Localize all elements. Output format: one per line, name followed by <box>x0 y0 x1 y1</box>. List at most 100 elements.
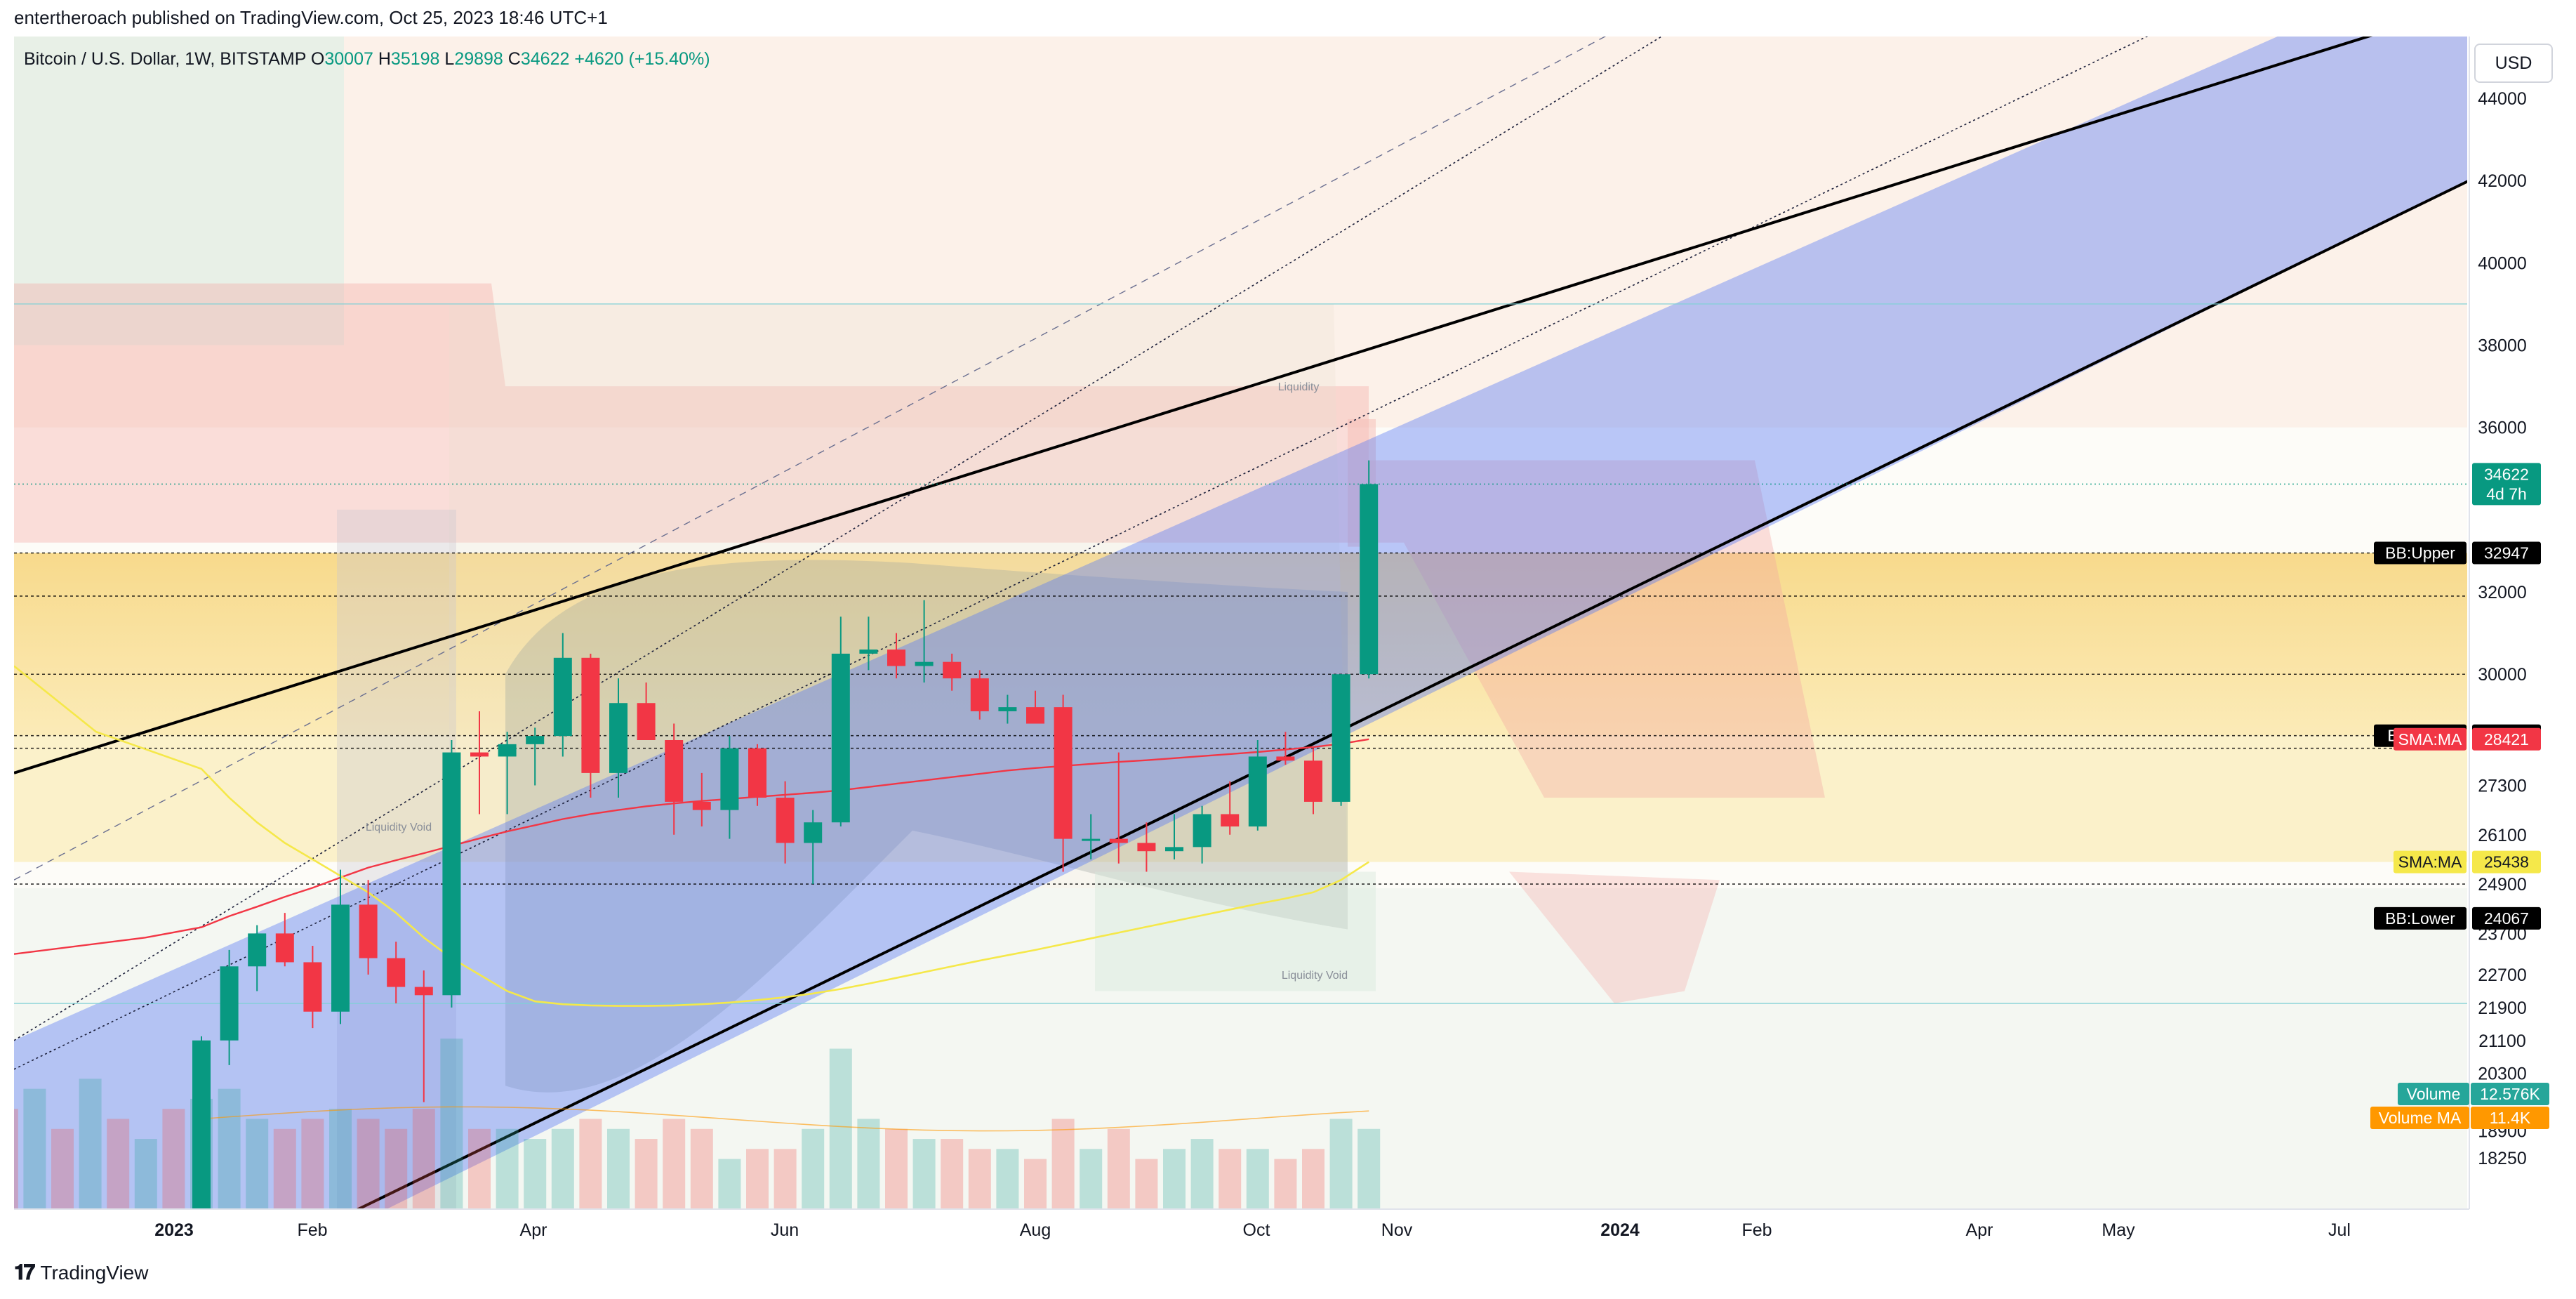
candle-body <box>414 987 433 996</box>
candle-body <box>387 958 406 987</box>
candle-body <box>303 962 322 1012</box>
volume-tag-name-bg <box>2370 1107 2469 1129</box>
volume-bar <box>1080 1149 1103 1209</box>
price-tag-name: BB:Upper <box>2385 544 2455 562</box>
volume-bar <box>1051 1119 1075 1209</box>
volume-bar <box>1024 1159 1047 1209</box>
volume-bar <box>1219 1149 1242 1209</box>
volume-bars <box>14 1038 1381 1209</box>
annotations: Liquidity Void Liquidity Void Liquidity <box>366 381 1348 982</box>
candles <box>192 460 1379 1209</box>
candle-body <box>1082 838 1101 841</box>
candle-body <box>1193 814 1211 848</box>
volume-bar <box>1190 1139 1214 1209</box>
volume-bar <box>607 1128 630 1209</box>
volume-bar <box>329 1109 352 1209</box>
y-tick-label: 40000 <box>2478 253 2527 273</box>
y-tick-label: 27300 <box>2478 776 2527 796</box>
volume-bar <box>579 1119 602 1209</box>
volume-tag-name: Volume <box>2407 1085 2461 1103</box>
y-tick-label: 42000 <box>2478 171 2527 191</box>
volume-bar <box>1329 1119 1353 1209</box>
trend-channel <box>14 37 2467 1209</box>
volume-bar <box>774 1149 797 1209</box>
price-tag-value-bg <box>2472 850 2541 873</box>
y-tick-label: 36000 <box>2478 418 2527 438</box>
volume-tag-value-bg <box>2471 1107 2549 1129</box>
price-tag-name: BB:Lower <box>2385 909 2455 928</box>
volume-bar <box>1302 1149 1324 1209</box>
x-tick-label: 2024 <box>1600 1220 1640 1240</box>
volume-bar <box>885 1128 908 1209</box>
y-tick-label: 44000 <box>2478 89 2527 109</box>
currency-button[interactable]: USD <box>2474 44 2553 83</box>
volume-bar <box>524 1139 547 1209</box>
volume-bar <box>440 1038 463 1209</box>
x-axis[interactable]: 2023 Feb Apr Jun Aug Oct Nov 2024 Feb Apr May Jul <box>154 1220 2351 1240</box>
volume-tag-name: Volume MA <box>2379 1109 2462 1127</box>
volume-bar <box>1163 1149 1186 1209</box>
symbol-legend: Bitcoin / U.S. Dollar, 1W, BITSTAMP O300… <box>24 49 710 70</box>
price-tag-name-bg <box>2394 850 2467 873</box>
low-label: L <box>444 49 455 69</box>
y-tick-label: 24900 <box>2478 875 2527 895</box>
price-tag-value: 28421 <box>2484 730 2529 749</box>
candle-body <box>776 798 795 843</box>
x-tick-label: Oct <box>1243 1220 1270 1240</box>
candle-body <box>637 703 656 740</box>
candle-body <box>1304 760 1322 802</box>
candle-body <box>692 801 711 810</box>
candle-body <box>970 678 989 711</box>
price-tag-value-bg <box>2472 541 2541 565</box>
volume-bar <box>79 1079 102 1209</box>
price-tag-name: SMA:MA <box>2398 853 2462 871</box>
y-tick-label: 21100 <box>2478 1031 2526 1051</box>
candle-body <box>359 904 378 958</box>
liquidity-void-label: Liquidity Void <box>366 822 432 833</box>
tradingview-logo[interactable]: 𝟏𝟕 TradingView <box>14 1261 148 1285</box>
candle-body <box>998 707 1017 711</box>
resistance-trendline <box>14 37 2373 774</box>
x-tick-label: May <box>2102 1220 2135 1240</box>
candle-body <box>915 661 934 666</box>
upper-pink-zone <box>14 37 2467 428</box>
candle-body <box>665 740 684 802</box>
candle-body <box>1332 674 1350 802</box>
candle-body <box>1054 707 1073 839</box>
x-tick-label: Jun <box>771 1220 799 1240</box>
volume-bar <box>412 1109 435 1209</box>
x-tick-label: 2023 <box>154 1220 194 1240</box>
volume-bar <box>468 1128 491 1209</box>
volume-tag-value: 12.576K <box>2480 1085 2540 1103</box>
liquidity-void-label: Liquidity Void <box>1282 970 1348 982</box>
x-tick-label: Jul <box>2328 1220 2351 1240</box>
volume-tag-name-bg <box>2398 1083 2469 1105</box>
candle-body <box>859 650 878 654</box>
volume-bar <box>912 1139 936 1209</box>
price-tag-value: 25438 <box>2484 853 2529 871</box>
volume-bar <box>1135 1159 1158 1209</box>
candle-body <box>831 653 850 823</box>
background-bands <box>14 37 2467 1209</box>
price-tag-value: 32947 <box>2484 544 2529 562</box>
x-tick-label: Apr <box>520 1220 547 1240</box>
pink-supply-zone <box>14 283 1825 798</box>
topleft-green-zone <box>14 37 344 345</box>
volume-bar <box>996 1149 1019 1209</box>
x-tick-label: Feb <box>297 1220 327 1240</box>
x-tick-label: Apr <box>1966 1220 1993 1240</box>
price-tag-value-bg <box>2472 906 2541 930</box>
volume-bar <box>246 1119 269 1209</box>
y-axis[interactable]: 1825018900203002110021900227002370024900… <box>2478 89 2527 1168</box>
price-tag-name: SMA:MA <box>2398 730 2462 749</box>
y-tick-label: 38000 <box>2478 336 2527 355</box>
y-tick-label: 32000 <box>2478 583 2527 602</box>
channel-upper-dotted-line <box>14 37 1663 1041</box>
candle-body <box>943 661 962 679</box>
volume-ma-line <box>201 1106 1369 1132</box>
volume-bar <box>829 1048 852 1209</box>
close-label: C <box>507 49 521 69</box>
candle-body <box>331 904 350 1012</box>
